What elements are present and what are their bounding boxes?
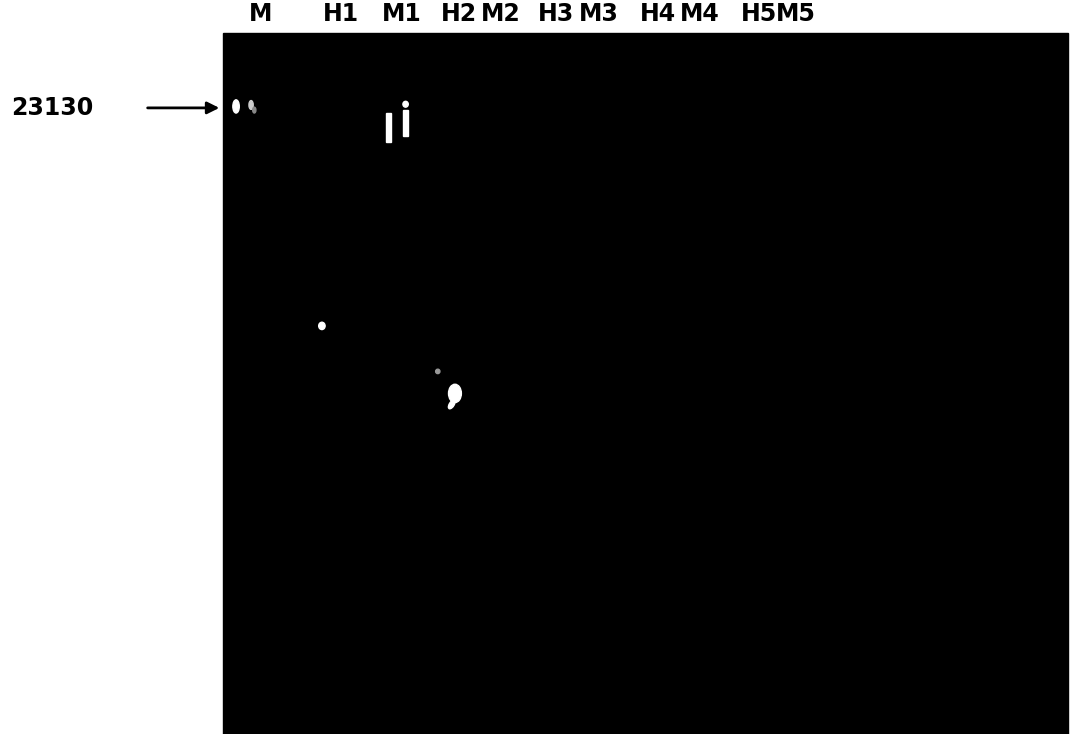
Text: H3: H3 bbox=[538, 1, 574, 26]
Ellipse shape bbox=[319, 322, 325, 330]
Ellipse shape bbox=[253, 107, 255, 113]
Bar bbox=[403, 110, 408, 137]
Ellipse shape bbox=[403, 101, 408, 107]
Ellipse shape bbox=[449, 400, 455, 409]
Text: H5: H5 bbox=[740, 1, 777, 26]
Text: H1: H1 bbox=[323, 1, 359, 26]
Text: 23130: 23130 bbox=[11, 96, 93, 120]
Ellipse shape bbox=[436, 369, 440, 374]
Text: M3: M3 bbox=[578, 1, 619, 26]
Text: M: M bbox=[249, 1, 273, 26]
Bar bbox=[386, 113, 391, 142]
Text: M4: M4 bbox=[679, 1, 720, 26]
Text: M5: M5 bbox=[776, 1, 817, 26]
Ellipse shape bbox=[249, 101, 253, 109]
Ellipse shape bbox=[233, 100, 239, 113]
Bar bbox=[223, 33, 1068, 734]
Text: H4: H4 bbox=[640, 1, 676, 26]
Ellipse shape bbox=[449, 385, 461, 402]
Text: H2: H2 bbox=[441, 1, 477, 26]
Text: M1: M1 bbox=[381, 1, 422, 26]
Text: M2: M2 bbox=[481, 1, 521, 26]
